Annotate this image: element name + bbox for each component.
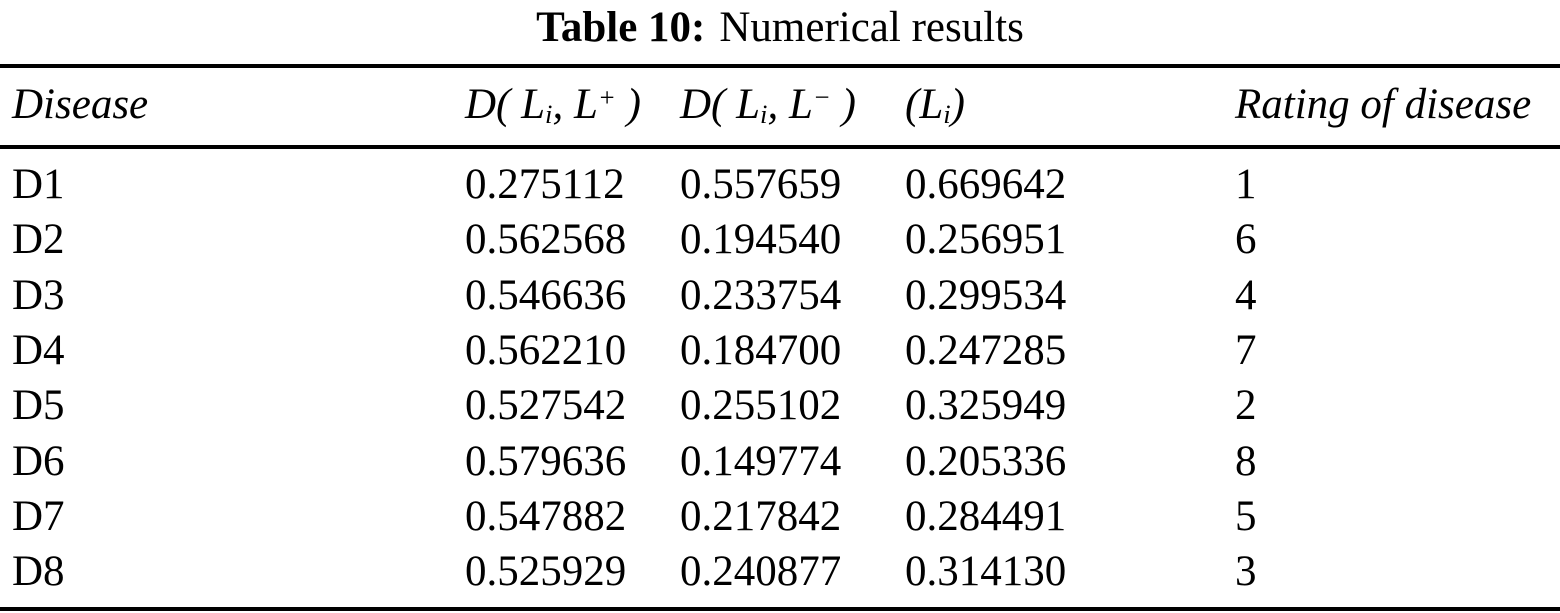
column-header-distance-positive: D( Li, L+ ) <box>465 65 680 150</box>
header-text-sup: + <box>597 81 616 112</box>
cell-distance-positive: 0.562568 <box>465 216 627 264</box>
cell-distance-negative: 0.240877 <box>680 548 842 596</box>
header-text-sub: i <box>545 99 553 130</box>
table-row: D8 0.525929 0.240877 0.314130 3 <box>0 544 1560 609</box>
header-text-sub: i <box>760 99 768 130</box>
cell-rating: 1 <box>1235 161 1257 209</box>
table-header: Disease D( Li, L+ ) D( Li, L− ) (Li) Rating … <box>0 65 1560 150</box>
header-text: Disease <box>12 80 149 128</box>
cell-rating: 4 <box>1235 271 1257 319</box>
cell-distance-positive: 0.579636 <box>465 437 627 485</box>
column-header-closeness: (Li) <box>905 65 1235 150</box>
cell-rating: 5 <box>1235 492 1257 540</box>
table-caption: Table 10: Numerical results <box>0 0 1560 54</box>
cell-distance-positive: 0.525929 <box>465 548 627 596</box>
header-text: , L <box>767 80 813 128</box>
header-text-sub: i <box>943 99 951 130</box>
cell-distance-positive: 0.562210 <box>465 326 627 374</box>
column-header-distance-negative: D( Li, L− ) <box>680 65 905 150</box>
cell-distance-positive: 0.547882 <box>465 492 627 540</box>
cell-disease: D8 <box>12 548 65 596</box>
cell-distance-positive: 0.275112 <box>465 161 625 209</box>
cell-closeness: 0.314130 <box>905 548 1067 596</box>
cell-closeness: 0.284491 <box>905 492 1067 540</box>
cell-closeness: 0.247285 <box>905 326 1067 374</box>
table-header-row: Disease D( Li, L+ ) D( Li, L− ) (Li) Rating … <box>0 65 1560 150</box>
cell-distance-negative: 0.255102 <box>680 382 842 430</box>
cell-disease: D6 <box>12 437 65 485</box>
column-header-disease: Disease <box>0 65 465 150</box>
header-text: , L <box>552 80 598 128</box>
table-caption-label: Table 10: <box>536 4 706 51</box>
cell-rating: 3 <box>1235 548 1257 596</box>
cell-closeness: 0.299534 <box>905 271 1067 319</box>
header-text-sup: − <box>812 81 831 112</box>
cell-disease: D3 <box>12 271 65 319</box>
header-text: D( L <box>680 80 761 128</box>
table-row: D6 0.579636 0.149774 0.205336 8 <box>0 434 1560 489</box>
cell-disease: D4 <box>12 326 65 374</box>
cell-distance-positive: 0.527542 <box>465 382 627 430</box>
cell-rating: 7 <box>1235 326 1257 374</box>
results-table: Disease D( Li, L+ ) D( Li, L− ) (Li) Rating … <box>0 63 1560 612</box>
cell-distance-negative: 0.217842 <box>680 492 842 540</box>
header-text: D( L <box>465 80 546 128</box>
cell-disease: D7 <box>12 492 65 540</box>
table-row: D7 0.547882 0.217842 0.284491 5 <box>0 489 1560 544</box>
cell-distance-negative: 0.194540 <box>680 216 842 264</box>
table-body: D1 0.275112 0.557659 0.669642 1 D2 0.562568 0.1… <box>0 147 1560 609</box>
column-header-rating: Rating of disease <box>1235 65 1560 150</box>
header-text: (L <box>905 80 944 128</box>
cell-closeness: 0.669642 <box>905 161 1067 209</box>
cell-rating: 2 <box>1235 382 1257 430</box>
header-text: ) <box>830 80 856 128</box>
table-row: D5 0.527542 0.255102 0.325949 2 <box>0 378 1560 433</box>
table-row: D4 0.562210 0.184700 0.247285 7 <box>0 323 1560 378</box>
cell-disease: D5 <box>12 382 65 430</box>
cell-distance-negative: 0.149774 <box>680 437 842 485</box>
cell-disease: D1 <box>12 161 65 209</box>
cell-closeness: 0.205336 <box>905 437 1067 485</box>
cell-closeness: 0.325949 <box>905 382 1067 430</box>
cell-distance-negative: 0.557659 <box>680 161 842 209</box>
header-text: ) <box>615 80 641 128</box>
cell-rating: 8 <box>1235 437 1257 485</box>
cell-distance-positive: 0.546636 <box>465 271 627 319</box>
table-caption-title: Numerical results <box>719 4 1024 51</box>
table-row: D2 0.562568 0.194540 0.256951 6 <box>0 212 1560 267</box>
cell-distance-negative: 0.184700 <box>680 326 842 374</box>
table-row: D1 0.275112 0.557659 0.669642 1 <box>0 147 1560 212</box>
header-text: ) <box>950 80 965 128</box>
cell-distance-negative: 0.233754 <box>680 271 842 319</box>
cell-disease: D2 <box>12 216 65 264</box>
cell-closeness: 0.256951 <box>905 216 1067 264</box>
cell-rating: 6 <box>1235 216 1257 264</box>
table-row: D3 0.546636 0.233754 0.299534 4 <box>0 268 1560 323</box>
header-text: Rating of disease <box>1235 80 1532 128</box>
